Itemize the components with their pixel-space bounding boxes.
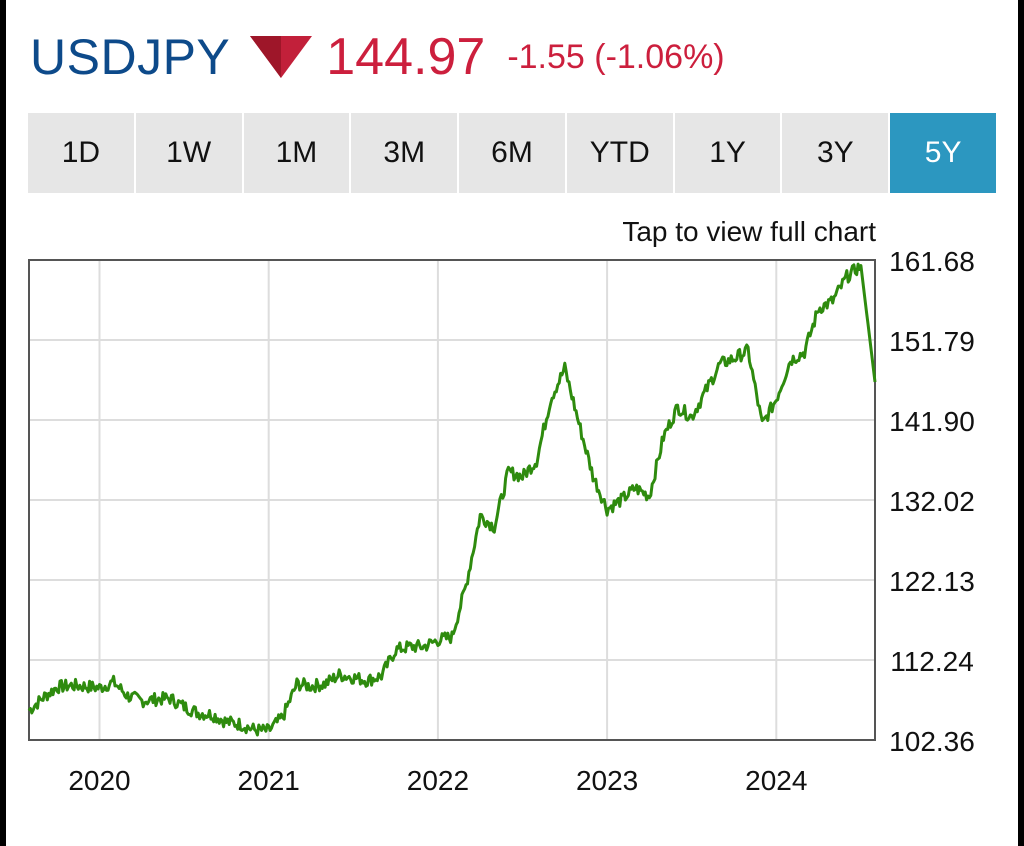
range-button-1w[interactable]: 1W — [135, 113, 244, 193]
range-button-3y[interactable]: 3Y — [782, 113, 891, 193]
y-tick-label: 112.24 — [890, 646, 974, 677]
x-tick-label: 2022 — [407, 765, 469, 796]
y-tick-label: 102.36 — [889, 726, 975, 757]
range-button-1d[interactable]: 1D — [28, 113, 136, 193]
quote-header: USDJPY 144.97 -1.55 (-1.06%) — [30, 22, 725, 92]
plot-frame — [28, 259, 876, 741]
range-button-6m[interactable]: 6M — [459, 113, 567, 193]
price-change: -1.55 (-1.06%) — [507, 37, 725, 76]
y-tick-label: 141.90 — [889, 406, 975, 437]
down-triangle-icon — [250, 36, 313, 78]
ticker-symbol: USDJPY — [30, 29, 231, 85]
y-tick-label: 122.13 — [889, 566, 975, 597]
current-price: 144.97 — [326, 28, 486, 86]
right-frame-edge — [1018, 0, 1024, 846]
x-tick-label: 2020 — [68, 765, 130, 796]
range-button-3m[interactable]: 3M — [351, 113, 460, 193]
view-full-chart-link[interactable]: Tap to view full chart — [622, 216, 876, 247]
range-button-ytd[interactable]: YTD — [566, 113, 675, 193]
y-tick-label: 151.79 — [889, 326, 975, 357]
range-button-1y[interactable]: 1Y — [674, 113, 783, 193]
range-button-1m[interactable]: 1M — [243, 113, 352, 193]
left-frame-edge — [0, 0, 6, 846]
x-tick-label: 2024 — [745, 765, 807, 796]
y-tick-label: 161.68 — [889, 246, 975, 277]
y-tick-label: 132.02 — [889, 486, 975, 517]
price-line — [27, 262, 877, 737]
range-button-5y[interactable]: 5Y — [890, 113, 997, 193]
x-tick-label: 2021 — [238, 765, 300, 796]
x-tick-label: 2023 — [576, 765, 638, 796]
time-range-selector: 1D 1W 1M 3M 6M YTD 1Y 3Y 5Y — [28, 113, 997, 193]
